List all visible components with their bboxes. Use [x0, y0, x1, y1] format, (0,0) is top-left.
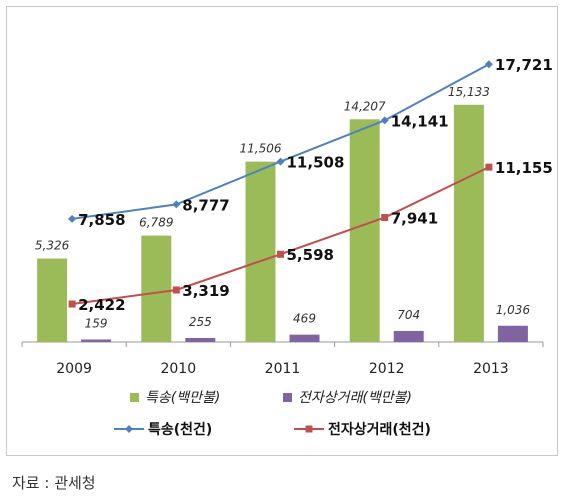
bar-data-label: 14,207: [344, 99, 386, 113]
x-tick-label: 2013: [473, 361, 509, 377]
line-data-label: 17,721: [495, 56, 553, 74]
bar-data-label: 5,326: [35, 239, 70, 253]
bar-ecommerce: [81, 339, 112, 342]
bar-data-label: 469: [293, 312, 316, 326]
bar-data-label: 11,506: [240, 142, 282, 156]
line-data-label: 8,777: [182, 196, 229, 214]
bar-data-label: 1,036: [496, 303, 531, 317]
line-data-label: 11,155: [495, 159, 553, 177]
line-point: [277, 250, 284, 258]
bar-express: [141, 235, 172, 342]
bar-express: [453, 104, 484, 342]
bar-express: [349, 119, 380, 342]
bar-ecommerce: [185, 338, 216, 342]
legend-marker: [305, 425, 313, 433]
legend-swatch: [130, 393, 139, 402]
bar-ecommerce: [497, 325, 528, 342]
chart: 2009 2010 2011 2012 2013 5,326 6,789 11,506 14,2…: [21, 56, 553, 438]
bar-data-label: 15,133: [448, 85, 490, 99]
line-data-label: 2,422: [78, 296, 125, 314]
line-data-label: 3,319: [182, 282, 229, 300]
bar-data-label: 704: [397, 308, 420, 322]
line-point: [485, 163, 493, 171]
line-data-label: 5,598: [287, 246, 334, 264]
x-tick-label: 2010: [160, 361, 196, 377]
line-point: [381, 214, 389, 222]
line-point: [68, 300, 76, 308]
x-tick-label: 2009: [56, 361, 92, 377]
line-data-label: 11,508: [287, 154, 345, 172]
legend-label: 특송(천건): [148, 421, 212, 438]
line-ecommerce: [71, 166, 490, 306]
x-tick-label: 2011: [265, 361, 301, 377]
line-data-label: 7,858: [78, 211, 125, 229]
bar-ecommerce: [289, 334, 320, 342]
line-point: [276, 157, 285, 166]
line-point: [484, 60, 493, 69]
bar-data-label: 6,789: [139, 216, 173, 230]
legend-swatch: [283, 393, 292, 402]
bar-data-label: 255: [189, 315, 212, 329]
line-point: [172, 286, 180, 294]
x-tick-label: 2012: [369, 361, 405, 377]
legend-label: 전자상거래(천건): [328, 421, 431, 438]
bar-data-label: 159: [85, 317, 108, 331]
legend-label: 특송(백만불): [145, 390, 220, 406]
legend-label: 전자상거래(백만불): [298, 390, 412, 406]
line-point: [68, 214, 77, 223]
line-point: [172, 200, 181, 209]
bar-express: [245, 161, 276, 342]
source-note: 자료 : 관세청: [12, 474, 96, 492]
line-point: [380, 116, 389, 125]
bar-express: [37, 258, 68, 342]
line-data-label: 7,941: [391, 210, 438, 228]
legend-marker: [125, 425, 133, 433]
bar-ecommerce: [393, 330, 424, 342]
line-data-label: 14,141: [391, 112, 449, 130]
